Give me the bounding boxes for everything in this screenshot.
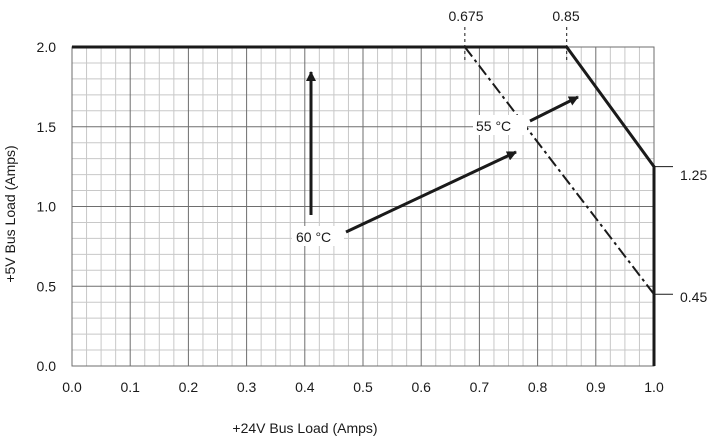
x-tick-label: 0.6 [411,379,431,395]
x-tick-labels: 0.0 0.1 0.2 0.3 0.4 0.5 0.6 0.7 0.8 0.9 1.0 [62,379,664,395]
x-tick-label: 0.9 [586,379,606,395]
right-leader-lines [654,166,673,295]
x-tick-label: 0.5 [353,379,373,395]
x-axis-label: +24V Bus Load (Amps) [232,420,377,436]
right-value-125: 1.25 [680,167,707,183]
series-layer [72,45,656,366]
arrow-55-to-curve [529,95,579,123]
y-tick-label: 2.0 [37,39,57,55]
x-tick-label: 1.0 [644,379,664,395]
top-guide-lines [464,27,568,63]
top-value-0675: 0.675 [448,8,483,24]
x-tick-label: 0.8 [528,379,548,395]
top-value-085: 0.85 [552,8,579,24]
x-tick-label: 0.7 [470,379,490,395]
y-tick-labels: 0.0 0.5 1.0 1.5 2.0 [37,39,57,374]
y-tick-label: 1.5 [37,119,57,135]
label-60: 60 °C [296,229,331,245]
major-gridlines [72,47,654,366]
label-60-bg [292,226,344,246]
arrow-60-to-55 [345,150,517,234]
y-axis-label: +5V Bus Load (Amps) [2,145,18,282]
label-55-bg [473,115,527,135]
series-line-0 [72,45,656,366]
x-tick-label: 0.4 [295,379,315,395]
y-tick-label: 0.0 [37,358,57,374]
y-tick-label: 0.5 [37,278,57,294]
series-line-1 [464,46,655,295]
label-55: 55 °C [476,118,511,134]
y-tick-label: 1.0 [37,199,57,215]
x-tick-label: 0.2 [179,379,199,395]
right-value-045: 0.45 [680,289,707,305]
x-tick-label: 0.0 [62,379,82,395]
x-tick-label: 0.1 [120,379,140,395]
x-tick-label: 0.3 [237,379,257,395]
